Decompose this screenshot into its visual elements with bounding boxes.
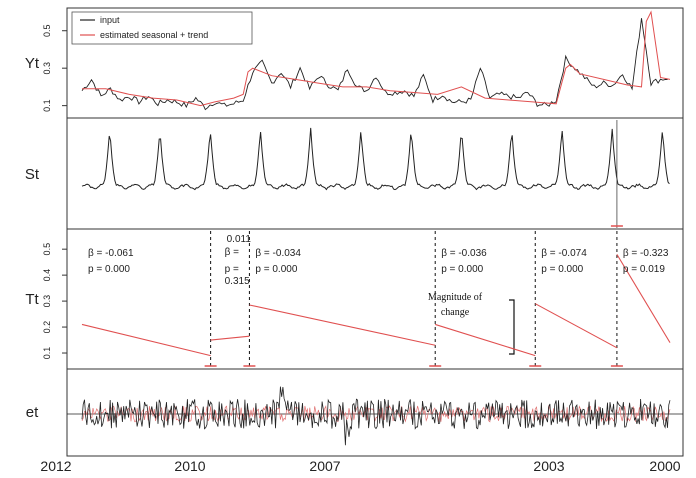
chart-marks: 0.1 0.3 0.5 0.1 0.2 0.3 0.4 0.5 β = -0.061 p = 0.… [40,10,683,474]
tt-p-text: p = 0.000 [255,264,297,275]
et-remainder-red [81,404,671,424]
tt-p-text: p = 0.000 [441,264,483,275]
panel-st-frame [66,117,684,230]
panel-yt-label: Yt [25,55,40,72]
legend-box [71,11,253,45]
tt-beta-text: β = -0.034 [255,248,301,259]
tt-trend-segment [210,335,250,341]
st-seasonal-line [81,127,670,191]
legend-label-estimate: estimated seasonal + trend [100,30,208,40]
tt-trend-segment [81,323,211,357]
tt-p-value: 0.315 [225,276,250,287]
tt-tick-label: 0.2 [42,321,52,334]
tt-trend-segment [616,254,671,343]
panel-tt-label: Tt [25,291,39,308]
magnitude-label-line2: change [441,307,470,318]
tt-beta-text: β = -0.074 [541,248,587,259]
x-tick-label: 2000 [649,458,680,474]
tt-beta-text: β = -0.061 [88,248,134,259]
tt-trend-segment [249,304,436,346]
magnitude-bracket [509,299,515,355]
panel-tt-frame [66,228,684,370]
x-tick-label: 2012 [40,458,71,474]
yt-tick-label: 0.5 [42,24,52,37]
yt-tick-label: 0.3 [42,62,52,75]
tt-tick-label: 0.5 [42,243,52,256]
tt-p-text: p = 0.000 [541,264,583,275]
tt-beta-label: β = [225,247,240,258]
x-tick-label: 2007 [309,458,340,474]
tt-beta-text: β = -0.323 [623,248,669,259]
tt-tick-label: 0.1 [42,347,52,360]
tt-trend-segment [534,303,618,349]
magnitude-annotation: Magnitude of change [428,292,515,355]
tt-beta-text: β = -0.036 [441,248,487,259]
tt-trend-segment [435,323,536,357]
tt-p-label: p = [225,264,239,275]
tt-tick-label: 0.3 [42,295,52,308]
yt-tick-label: 0.1 [42,99,52,112]
x-tick-label: 2010 [174,458,205,474]
legend-label-input: input [100,15,120,25]
panel-et-frame [66,368,684,457]
magnitude-label-line1: Magnitude of [428,292,483,303]
panel-et-label: et [26,404,39,421]
legend: input estimated seasonal + trend [71,11,253,45]
yt-estimate-line [82,10,671,107]
tt-beta-value: 0.011 [227,234,252,245]
panel-st-label: St [25,166,40,183]
tt-tick-label: 0.4 [42,269,52,282]
tt-p-text: p = 0.000 [88,264,130,275]
x-tick-label: 2003 [533,458,564,474]
et-remainder-line [81,386,671,446]
tt-p-text: p = 0.019 [623,264,665,275]
